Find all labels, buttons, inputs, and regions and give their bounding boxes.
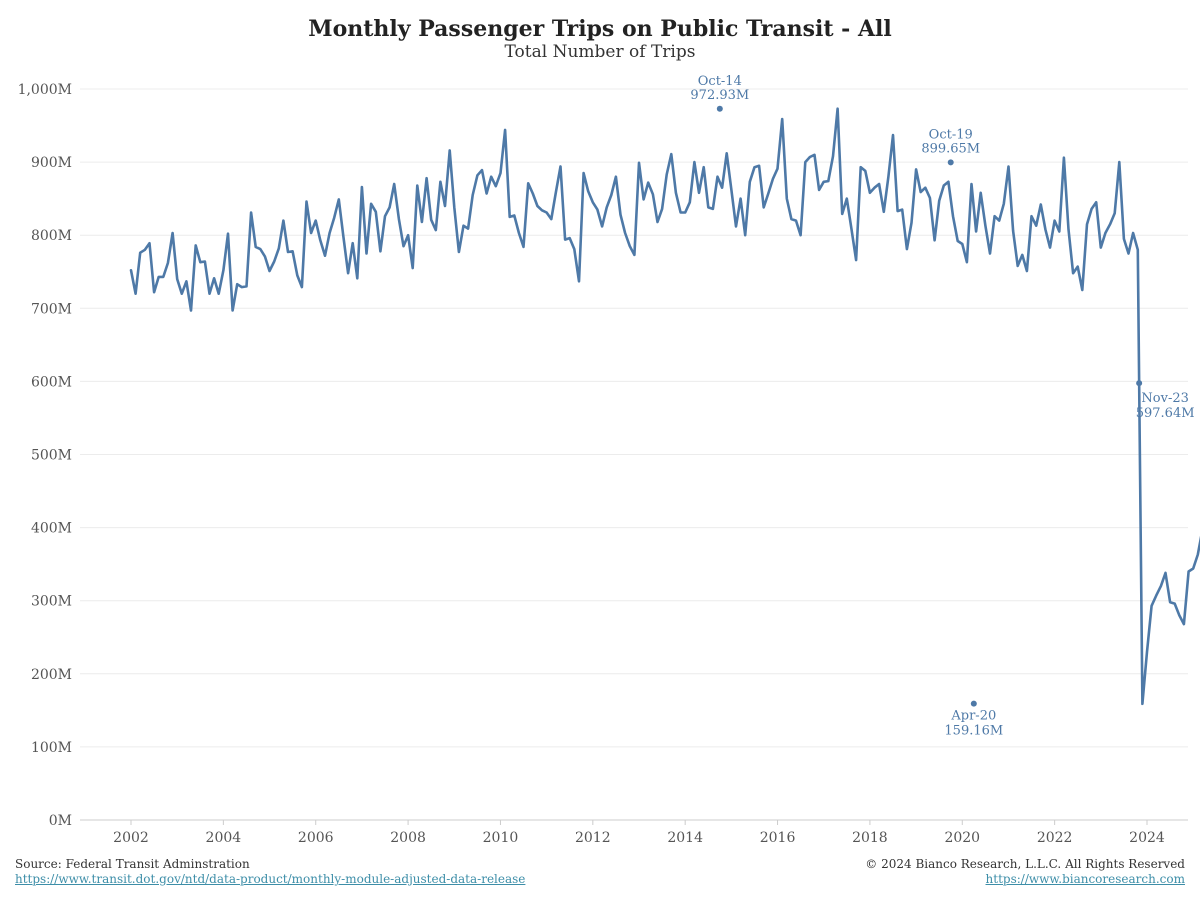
annotation-value-label: 972.93M: [690, 88, 749, 103]
x-tick-label: 2008: [390, 830, 426, 846]
x-tick-label: 2004: [206, 830, 242, 846]
x-tick-label: 2024: [1129, 830, 1165, 846]
annotation-value-label: 899.65M: [921, 141, 980, 156]
annotation-date-label: Oct-19: [929, 127, 973, 142]
annotation-date-label: Nov-23: [1141, 391, 1188, 406]
x-tick-label: 2006: [298, 830, 334, 846]
annotation-marker: [716, 105, 723, 112]
annotation-marker: [947, 159, 954, 166]
annotation-value-label: 597.64M: [1136, 406, 1195, 421]
y-tick-label: 500M: [31, 448, 72, 464]
y-tick-label: 900M: [31, 155, 72, 171]
y-axis: 0M 100M 200M 300M 400M 500M 600M 700M 800M 900M 1,…: [18, 82, 72, 829]
annotation-value-label: 159.16M: [944, 724, 1003, 739]
y-tick-label: 300M: [31, 594, 72, 610]
x-tick-label: 2016: [760, 830, 796, 846]
copyright-text: © 2024 Bianco Research, L.L.C. All Right…: [865, 857, 1185, 871]
y-tick-label: 0M: [49, 813, 72, 829]
y-tick-label: 400M: [31, 521, 72, 537]
y-tick-label: 600M: [31, 374, 72, 390]
series-line-passenger-trips: [129, 107, 1200, 706]
chart-title: Monthly Passenger Trips on Public Transi…: [308, 16, 892, 42]
y-tick-label: 1,000M: [18, 82, 72, 98]
grid-lines: [80, 88, 1188, 821]
annotation-marker: [970, 700, 977, 707]
x-tick-label: 2012: [575, 830, 611, 846]
x-tick-label: 2010: [483, 830, 519, 846]
y-tick-label: 800M: [31, 228, 72, 244]
x-tick-label: 2022: [1037, 830, 1073, 846]
footer-copyright: © 2024 Bianco Research, L.L.C. All Right…: [865, 857, 1185, 887]
source-text: Source: Federal Transit Adminstration: [15, 857, 250, 871]
annotation-date-label: Apr-20: [950, 709, 996, 724]
x-tick-label: 2014: [667, 830, 703, 846]
y-tick-label: 200M: [31, 667, 72, 683]
x-tick-label: 2020: [944, 830, 980, 846]
x-tick-label: 2002: [113, 830, 149, 846]
annotation-date-label: Oct-14: [698, 74, 742, 89]
source-link[interactable]: https://www.transit.dot.gov/ntd/data-pro…: [15, 872, 526, 886]
website-link[interactable]: https://www.biancoresearch.com: [985, 872, 1185, 886]
y-tick-label: 100M: [31, 740, 72, 756]
annotation-marker: [1136, 380, 1143, 387]
x-tick-label: 2018: [852, 830, 888, 846]
y-tick-label: 700M: [31, 301, 72, 317]
footer-source: Source: Federal Transit Adminstration ht…: [15, 857, 525, 887]
chart-subtitle: Total Number of Trips: [504, 42, 696, 62]
x-axis: 2002 2004 2006 2008 2010 2012 2014 2016 2018 2020…: [80, 819, 1188, 846]
